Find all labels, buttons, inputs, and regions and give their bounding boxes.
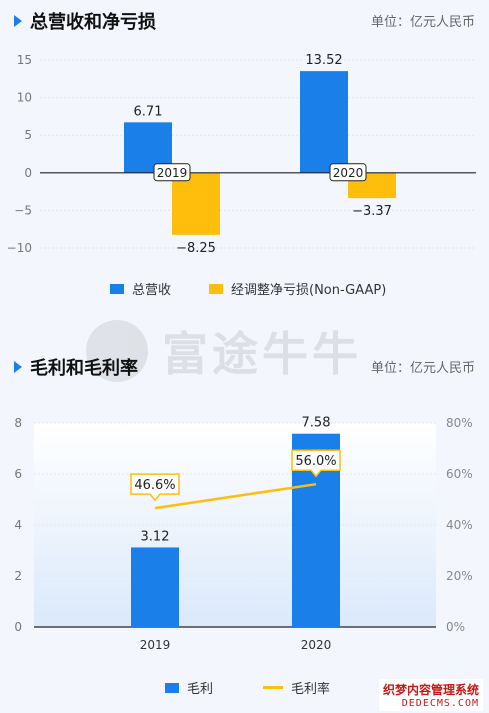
chart2-plot: 8 6 4 2 0 80% 60% 40% 20% 0% 3.12 2019 7.58 2020 46.6%…: [14, 416, 473, 652]
watermark-text: 富途牛牛: [162, 327, 362, 381]
y-tick-label: 6: [14, 467, 22, 481]
y2-tick-label: 80%: [446, 416, 473, 430]
chart2-legend: 毛利 毛利率: [165, 678, 368, 697]
section-marker-icon: [14, 15, 22, 27]
category-label-box: [329, 163, 367, 182]
x-tick-label: 2019: [140, 638, 171, 652]
legend-item-gross-margin: 毛利率: [263, 678, 330, 697]
y-tick-label: 2: [14, 569, 22, 583]
line-gross-margin: [154, 482, 317, 510]
y-tick-label: 4: [14, 518, 22, 532]
y-tick-label: −5: [14, 203, 32, 217]
x-tick-label: 2019: [157, 166, 188, 180]
y2-tick-label: 40%: [446, 518, 473, 532]
line-label-box: [130, 473, 180, 502]
line-data-label: 56.0%: [295, 454, 336, 469]
y-tick-label: 8: [14, 416, 22, 430]
line-label-box: [291, 449, 341, 478]
line-data-label: 46.6%: [134, 478, 175, 493]
chart1-unit: 单位：亿元人民币: [370, 15, 475, 30]
y2-tick-label: 0%: [446, 620, 465, 634]
watermark: 富途牛牛: [86, 318, 362, 384]
y-tick-label: −10: [7, 241, 32, 255]
legend-swatch-revenue: [110, 283, 124, 294]
y-tick-label: 5: [24, 128, 32, 142]
legend-swatch-net-loss: [209, 283, 224, 294]
chart2-title-text: 毛利和毛利率: [30, 358, 138, 379]
legend-item-revenue: 总营收: [110, 279, 171, 298]
y2-tick-label: 20%: [446, 569, 473, 583]
y-tick-label: 0: [14, 620, 22, 634]
data-label: 6.71: [134, 104, 163, 119]
chart2-unit: 单位：亿元人民币: [370, 361, 475, 376]
legend-label-revenue: 总营收: [132, 283, 172, 298]
bar-net-loss-2019: [172, 172, 220, 235]
x-tick-label: 2020: [301, 638, 332, 652]
legend-item-net-loss: 经调整净亏损(Non-GAAP): [209, 279, 386, 298]
bar-revenue-2020: [300, 71, 348, 173]
data-label: 3.12: [141, 529, 170, 544]
footer-badge: 织梦内容管理系统 DEDECMS.COM: [378, 679, 483, 711]
y-tick-label: 15: [17, 53, 32, 67]
chart1-title: 总营收和净亏损: [14, 8, 156, 34]
legend-label-gross-profit: 毛利: [187, 682, 214, 697]
legend-label-net-loss: 经调整净亏损(Non-GAAP): [231, 283, 387, 298]
chart1-plot: 15 10 5 0 −5 −10 6.71 −8.25 13.52 −3.37 2019 2020: [7, 53, 476, 256]
data-label: 7.58: [302, 416, 331, 431]
data-label: −8.25: [176, 241, 216, 256]
y-tick-label: 0: [24, 166, 32, 180]
footer-line1: 织梦内容管理系统: [382, 683, 479, 697]
chart1-title-text: 总营收和净亏损: [30, 12, 156, 33]
futu-logo-icon: [86, 320, 148, 382]
y-tick-label: 10: [17, 91, 32, 105]
section-marker-icon: [14, 361, 22, 373]
legend-label-gross-margin: 毛利率: [291, 682, 331, 697]
footer-line2: DEDECMS.COM: [401, 698, 479, 709]
chart2-title: 毛利和毛利率: [14, 354, 138, 380]
y2-tick-label: 60%: [446, 467, 473, 481]
x-tick-label: 2020: [333, 166, 364, 180]
legend-line-gross-margin: [263, 686, 284, 689]
data-label: 13.52: [305, 53, 342, 68]
chart1-legend: 总营收 经调整净亏损(Non-GAAP): [110, 279, 424, 298]
legend-swatch-gross-profit: [165, 682, 179, 693]
bar-gross-profit-2019: [131, 547, 179, 627]
legend-item-gross-profit: 毛利: [165, 678, 213, 697]
category-label-box: [153, 163, 191, 182]
data-label: −3.37: [352, 204, 392, 219]
